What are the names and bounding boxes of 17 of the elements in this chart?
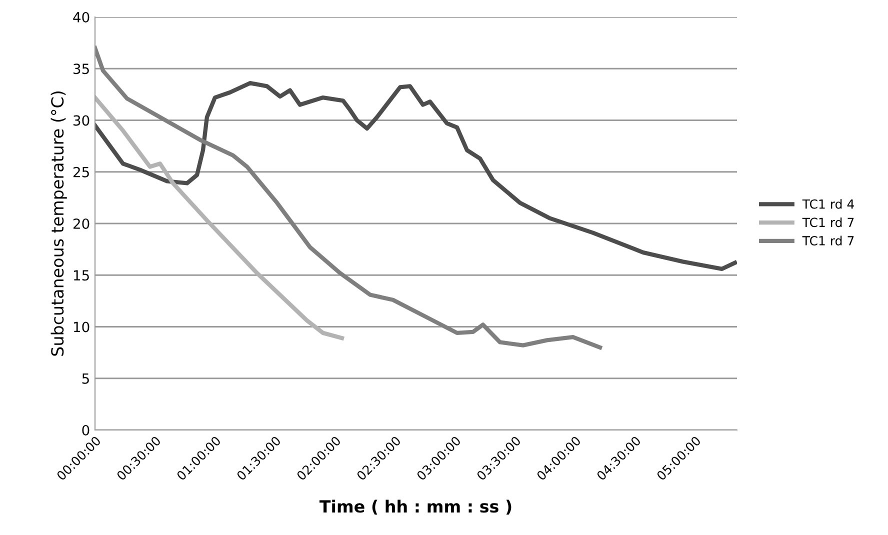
y-axis-title: Subcutaneous temperature (°C) xyxy=(50,92,67,356)
y-tick-label: 20 xyxy=(73,218,90,229)
line-series xyxy=(95,95,344,340)
y-tick-label: 30 xyxy=(74,115,90,126)
y-tick-label: 0 xyxy=(82,424,90,436)
y-tick-label: 35 xyxy=(74,64,89,74)
y-tick-label: 40 xyxy=(73,12,90,22)
y-tick-label: 25 xyxy=(73,166,89,178)
y-tick-label: 15 xyxy=(74,270,89,281)
y-tick-label: 5 xyxy=(82,374,89,384)
y-tick-label: 10 xyxy=(74,322,90,332)
legend-label: TC1 rd 7 xyxy=(802,236,854,246)
legend-label: TC1 rd 7 xyxy=(802,217,854,228)
line-series xyxy=(95,46,602,350)
legend-label: TC1 rd 4 xyxy=(802,199,854,209)
line-series xyxy=(95,80,737,272)
x-axis-title: Time ( hh : mm : ss ) xyxy=(319,500,512,515)
